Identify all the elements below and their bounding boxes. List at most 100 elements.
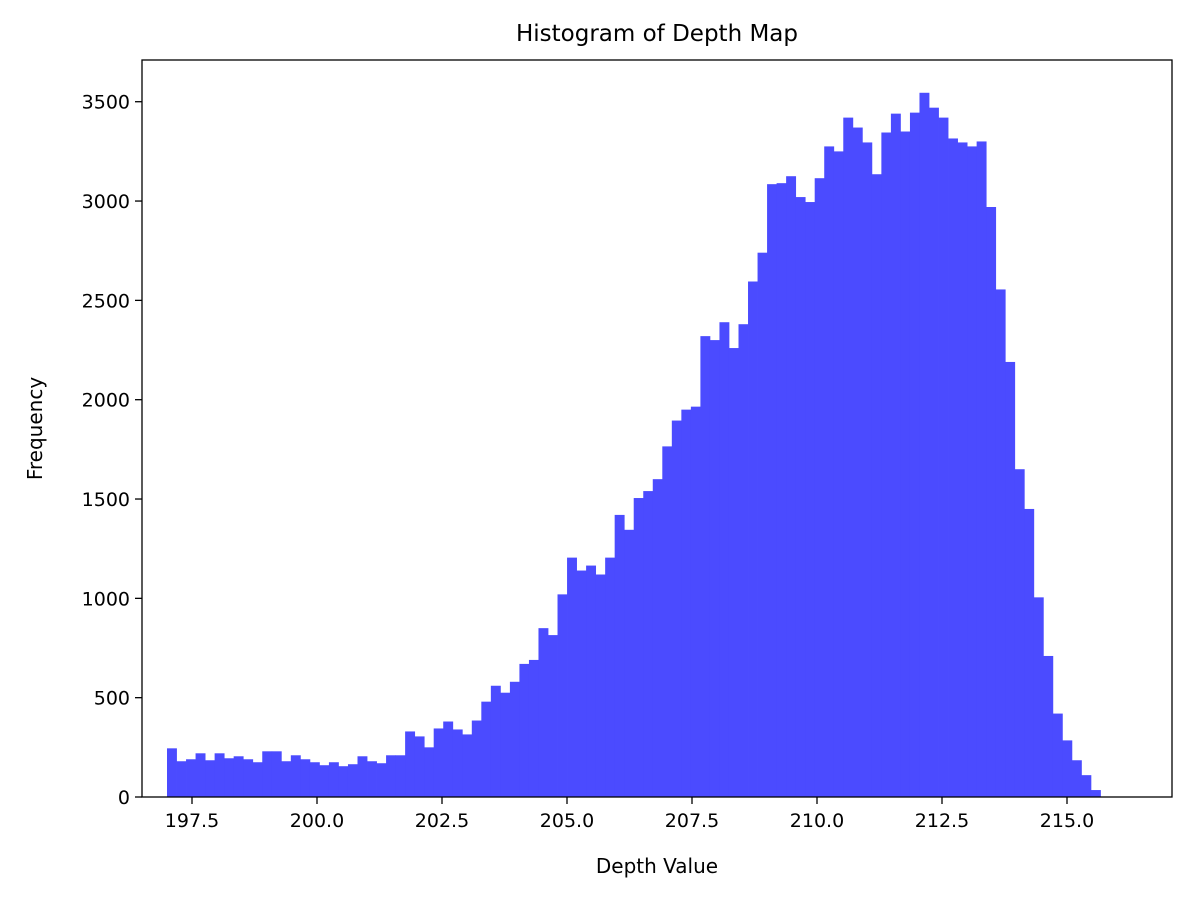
histogram-bar [271,751,282,797]
histogram-bar [662,446,673,797]
x-tick-label: 215.0 [1040,810,1094,832]
histogram-bar [843,117,854,798]
histogram-bar [367,761,377,797]
histogram-bar [1043,655,1054,797]
histogram-bar [538,628,549,797]
histogram-bar [195,753,206,797]
histogram-bar [986,207,997,797]
histogram-bar [1081,775,1092,797]
histogram-bar [462,734,473,797]
histogram-bar [586,565,597,797]
histogram-bar [938,117,949,798]
histogram-bar [633,498,644,797]
histogram-bar [690,406,701,797]
histogram-bar [433,728,444,797]
histogram-bar [186,759,196,797]
histogram-bar [452,729,463,797]
histogram-bar [671,420,682,797]
histogram-bar [319,765,330,797]
histogram-bar [490,685,501,797]
x-tick-label: 197.5 [165,810,219,832]
histogram-bar [357,756,368,797]
histogram-bar [814,178,825,797]
histogram-bar [738,324,749,797]
histogram-bar [1071,760,1082,797]
histogram-bar [967,146,978,797]
y-tick-label: 1500 [82,489,130,511]
histogram-bar [709,340,720,797]
histogram-bar [748,281,758,797]
histogram-bar [167,748,177,797]
histogram-bar [262,751,273,797]
histogram-bar [976,141,987,797]
histogram-bar [557,594,568,797]
histogram-bar [405,731,416,797]
histogram-bar [871,174,882,798]
histogram-bar [424,747,435,797]
x-tick-label: 200.0 [290,810,344,832]
histogram-bar [919,92,930,797]
histogram-bar [624,529,635,797]
x-tick-label: 202.5 [415,810,469,832]
histogram-bar [224,758,235,797]
histogram-bars [167,92,1101,798]
histogram-bar [728,348,739,797]
histogram-bar [948,138,958,798]
histogram-bar [890,113,901,797]
histogram-bar [1005,361,1016,797]
histogram-bar [719,322,730,797]
histogram-bar [176,761,187,797]
histogram-bar [614,514,625,797]
histogram-bar [548,635,558,797]
histogram-bar [233,756,244,797]
histogram-bar [700,336,711,797]
histogram-bar [347,764,358,797]
histogram-bar [909,112,920,797]
histogram-bar [957,142,968,797]
y-tick-label: 3000 [82,191,130,213]
histogram-bar [528,659,539,797]
histogram-bar [595,574,606,797]
y-tick-label: 3500 [82,92,130,114]
histogram-bar [281,761,292,797]
x-tick-label: 207.5 [665,810,719,832]
histogram-bar [205,760,216,797]
histogram-bar [852,127,863,798]
x-axis-label: Depth Value [596,854,718,878]
histogram-bar [386,755,396,797]
histogram-bar [481,701,492,797]
histogram-bar [328,762,339,797]
histogram-bar [862,142,873,797]
histogram-bar [567,557,577,797]
histogram-bar [805,202,816,798]
x-axis-ticks: 197.5 200.0 202.5 205.0 207.5 210.0 212.5 215.0 [165,797,1094,832]
histogram-bar [443,721,454,797]
histogram-bar [795,197,806,797]
histogram-bar [500,692,511,797]
x-tick-label: 205.0 [540,810,594,832]
histogram-bar [881,132,892,797]
y-axis-ticks: 0 500 1000 1500 2000 2500 3000 3500 [82,92,142,809]
histogram-bar [605,557,616,797]
x-tick-label: 210.0 [790,810,844,832]
histogram-bar [757,252,768,797]
plot-frame [141,59,1173,798]
histogram-bar [995,289,1006,797]
histogram-bar [767,184,777,797]
y-axis-label: Frequency [23,377,47,480]
histogram-bar [833,151,844,797]
histogram-bar [519,663,530,797]
histogram-bar [243,759,254,797]
histogram-bar [1033,597,1044,797]
histogram-bar [824,146,835,797]
histogram-bar [643,491,654,797]
y-tick-label: 0 [118,787,130,809]
y-tick-label: 2000 [82,390,130,412]
histogram-bar [576,570,587,797]
histogram-bar [376,763,387,797]
histogram-bar [252,762,263,797]
histogram-bar [214,753,225,797]
histogram-bar [652,479,663,797]
x-tick-label: 212.5 [915,810,969,832]
